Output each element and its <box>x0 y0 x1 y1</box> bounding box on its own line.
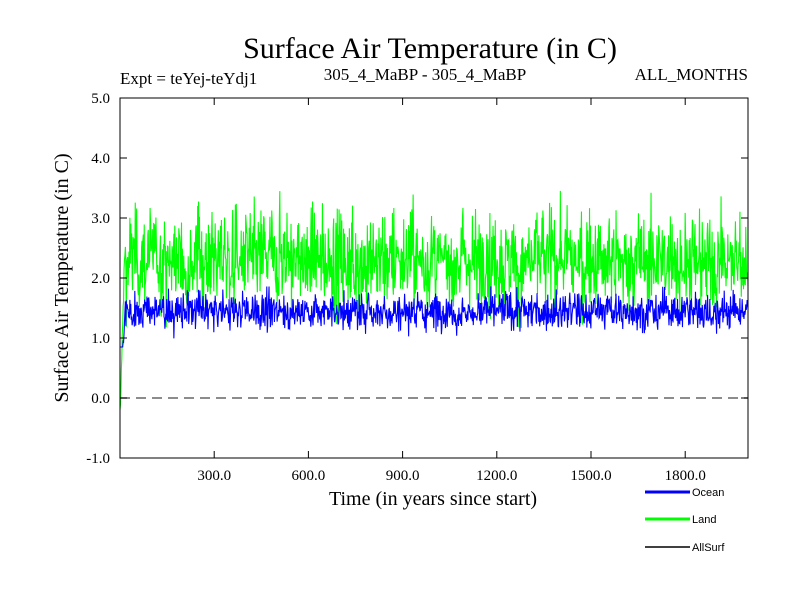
y-tick-label: 0.0 <box>91 391 110 407</box>
legend-label-allsurf: AllSurf <box>692 542 725 554</box>
ticks-group: -1.0 0.0 1.0 2.0 3.0 4.0 5.0 300.0 600.0 900.0 120… <box>86 91 748 484</box>
x-tick-label: 900.0 <box>386 468 420 484</box>
x-tick-label: 1500.0 <box>570 468 611 484</box>
y-tick-label: 4.0 <box>91 151 110 167</box>
y-tick-label: 3.0 <box>91 211 110 227</box>
x-axis-label: Time (in years since start) <box>329 488 537 510</box>
plot-area: -1.0 0.0 1.0 2.0 3.0 4.0 5.0 300.0 600.0 900.0 120… <box>86 91 749 484</box>
series-group <box>119 190 749 410</box>
y-tick-label: 1.0 <box>91 331 110 347</box>
x-tick-label: 600.0 <box>292 468 326 484</box>
series-line-land <box>119 190 749 410</box>
chart-subtitle-left: Expt = teYej-teYdj1 <box>120 69 257 88</box>
y-tick-label: 2.0 <box>91 271 110 287</box>
x-tick-label: 1800.0 <box>665 468 706 484</box>
chart-title: Surface Air Temperature (in C) <box>243 32 617 65</box>
y-axis-label: Surface Air Temperature (in C) <box>51 153 73 402</box>
chart-subtitle-center: 305_4_MaBP - 305_4_MaBP <box>324 65 526 84</box>
x-tick-label: 1200.0 <box>476 468 517 484</box>
x-tick-label: 300.0 <box>197 468 231 484</box>
chart-subtitle-right: ALL_MONTHS <box>635 65 748 84</box>
series-line-ocean <box>120 286 749 348</box>
y-tick-label: -1.0 <box>86 451 110 467</box>
legend: Ocean Land AllSurf <box>645 487 725 554</box>
y-tick-label: 5.0 <box>91 91 110 107</box>
legend-label-land: Land <box>692 514 716 526</box>
legend-label-ocean: Ocean <box>692 487 724 499</box>
